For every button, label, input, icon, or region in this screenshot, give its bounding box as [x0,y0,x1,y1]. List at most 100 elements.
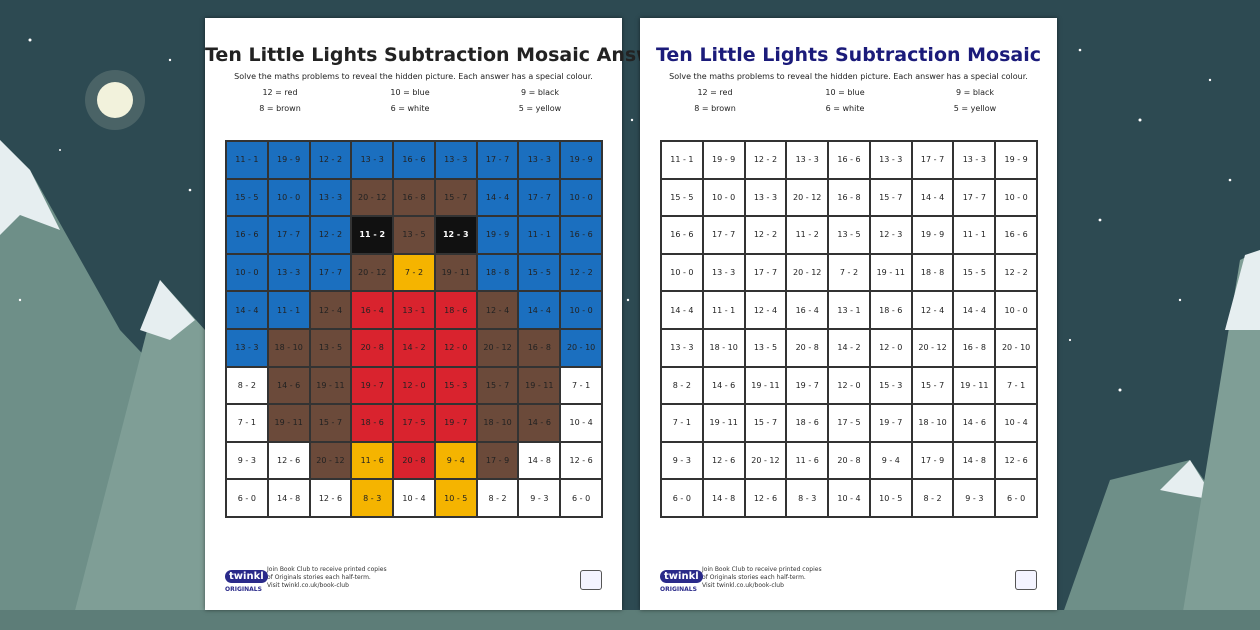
key-entry: 8 = brown [259,104,301,113]
snow [1225,250,1260,330]
mosaic-cell: 8 - 2 [476,479,519,517]
mosaic-grid: 11 - 1 19 - 9 12 - 2 13 - 3 16 - 6 13 - 3 17 -… [225,140,603,518]
mosaic-cell: 19 - 9 [702,141,745,179]
mosaic-cell: 14 - 4 [476,178,519,217]
mosaic-cell: 19 - 11 [434,253,477,292]
footer-text: Visit twinkl.co.uk/book-club [267,582,349,589]
mosaic-grid: 11 - 1 19 - 9 12 - 2 13 - 3 16 - 6 13 - 3 17 -… [660,140,1038,518]
mosaic-cell: 8 - 3 [351,479,394,517]
mosaic-cell: 16 - 4 [786,291,829,329]
mosaic-cell: 9 - 3 [661,441,703,480]
mosaic-cell: 17 - 9 [476,441,519,480]
mosaic-cell: 17 - 9 [911,441,954,480]
mosaic-cell: 13 - 3 [953,141,996,179]
mosaic-cell: 18 - 8 [911,253,954,292]
mosaic-cell: 16 - 6 [560,216,602,254]
mosaic-cell: 17 - 7 [953,178,996,217]
footer-text: of Originals stories each half-term. [267,574,371,581]
mosaic-cell: 14 - 6 [267,366,310,405]
mosaic-cell: 12 - 2 [560,253,602,292]
mosaic-cell: 16 - 6 [661,216,703,254]
snow [140,280,195,340]
footer-text: Join Book Club to receive printed copies [267,566,387,573]
mosaic-cell: 7 - 2 [828,253,870,292]
mosaic-cell: 19 - 7 [434,404,477,442]
mosaic-cell: 13 - 5 [393,216,435,254]
mosaic-cell: 10 - 0 [267,178,310,217]
mosaic-cell: 12 - 2 [309,216,352,254]
mosaic-cell: 18 - 10 [911,404,954,442]
mosaic-cell: 12 - 3 [869,216,912,254]
mosaic-cell: 6 - 0 [995,479,1037,517]
mosaic-cell: 7 - 1 [226,404,268,442]
mosaic-cell: 15 - 7 [476,366,519,405]
mosaic-cell: 13 - 5 [828,216,870,254]
mosaic-cell: 20 - 12 [744,441,787,480]
mosaic-cell: 18 - 6 [786,404,829,442]
mosaic-cell: 16 - 4 [351,291,394,329]
mosaic-cell: 19 - 9 [267,141,310,179]
mosaic-cell: 11 - 1 [226,141,268,179]
mosaic-cell: 7 - 2 [393,253,435,292]
mosaic-cell: 14 - 4 [661,291,703,329]
mosaic-cell: 20 - 12 [476,328,519,367]
mosaic-cell: 13 - 3 [702,253,745,292]
mosaic-cell: 15 - 5 [661,178,703,217]
mosaic-cell: 20 - 12 [351,178,394,217]
mosaic-cell: 12 - 6 [267,441,310,480]
sheet-title: Ten Little Lights Subtraction Mosaic Ans… [205,44,688,66]
key-entry: 5 = yellow [953,104,997,113]
mosaic-cell: 16 - 6 [828,141,870,179]
mosaic-cell: 12 - 3 [434,216,477,254]
mosaic-cell: 8 - 2 [226,366,268,405]
mosaic-cell: 19 - 9 [995,141,1037,179]
mosaic-cell: 11 - 1 [953,216,996,254]
mosaic-cell: 12 - 2 [309,141,352,179]
moon [97,82,133,118]
mosaic-cell: 19 - 11 [744,366,787,405]
mosaic-cell: 19 - 7 [786,366,829,405]
mosaic-cell: 11 - 1 [518,216,561,254]
mosaic-cell: 20 - 10 [560,328,602,367]
mosaic-cell: 12 - 0 [869,328,912,367]
mosaic-cell: 11 - 6 [786,441,829,480]
mosaic-cell: 9 - 3 [518,479,561,517]
mosaic-cell: 11 - 2 [786,216,829,254]
mosaic-cell: 20 - 12 [351,253,394,292]
mosaic-cell: 20 - 12 [911,328,954,367]
mosaic-cell: 17 - 7 [744,253,787,292]
mosaic-cell: 14 - 4 [226,291,268,329]
key-entry: 10 = blue [825,88,865,97]
key-entry: 9 = black [955,88,995,97]
mosaic-cell: 8 - 2 [911,479,954,517]
mosaic-cell: 7 - 1 [995,366,1037,405]
mosaic-cell: 15 - 5 [518,253,561,292]
mosaic-cell: 11 - 6 [351,441,394,480]
mosaic-cell: 11 - 1 [267,291,310,329]
mosaic-cell: 20 - 12 [786,253,829,292]
snow [1160,460,1215,500]
mosaic-cell: 18 - 10 [267,328,310,367]
mosaic-cell: 7 - 1 [560,366,602,405]
mosaic-cell: 12 - 6 [995,441,1037,480]
mosaic-cell: 12 - 6 [744,479,787,517]
mosaic-cell: 13 - 1 [393,291,435,329]
key-entry: 6 = white [825,104,865,113]
mosaic-cell: 13 - 3 [786,141,829,179]
mosaic-cell: 12 - 4 [476,291,519,329]
mosaic-cell: 11 - 1 [702,291,745,329]
mosaic-cell: 7 - 1 [661,404,703,442]
logo-sub: ORIGINALS [660,586,697,593]
mosaic-cell: 14 - 4 [953,291,996,329]
mosaic-cell: 14 - 8 [518,441,561,480]
key-entry: 5 = yellow [518,104,562,113]
mosaic-cell: 16 - 6 [226,216,268,254]
mosaic-cell: 19 - 11 [869,253,912,292]
mosaic-cell: 9 - 4 [434,441,477,480]
mosaic-cell: 17 - 7 [267,216,310,254]
mosaic-cell: 13 - 5 [744,328,787,367]
mosaic-cell: 18 - 8 [476,253,519,292]
mosaic-cell: 15 - 3 [434,366,477,405]
mosaic-cell: 20 - 8 [351,328,394,367]
